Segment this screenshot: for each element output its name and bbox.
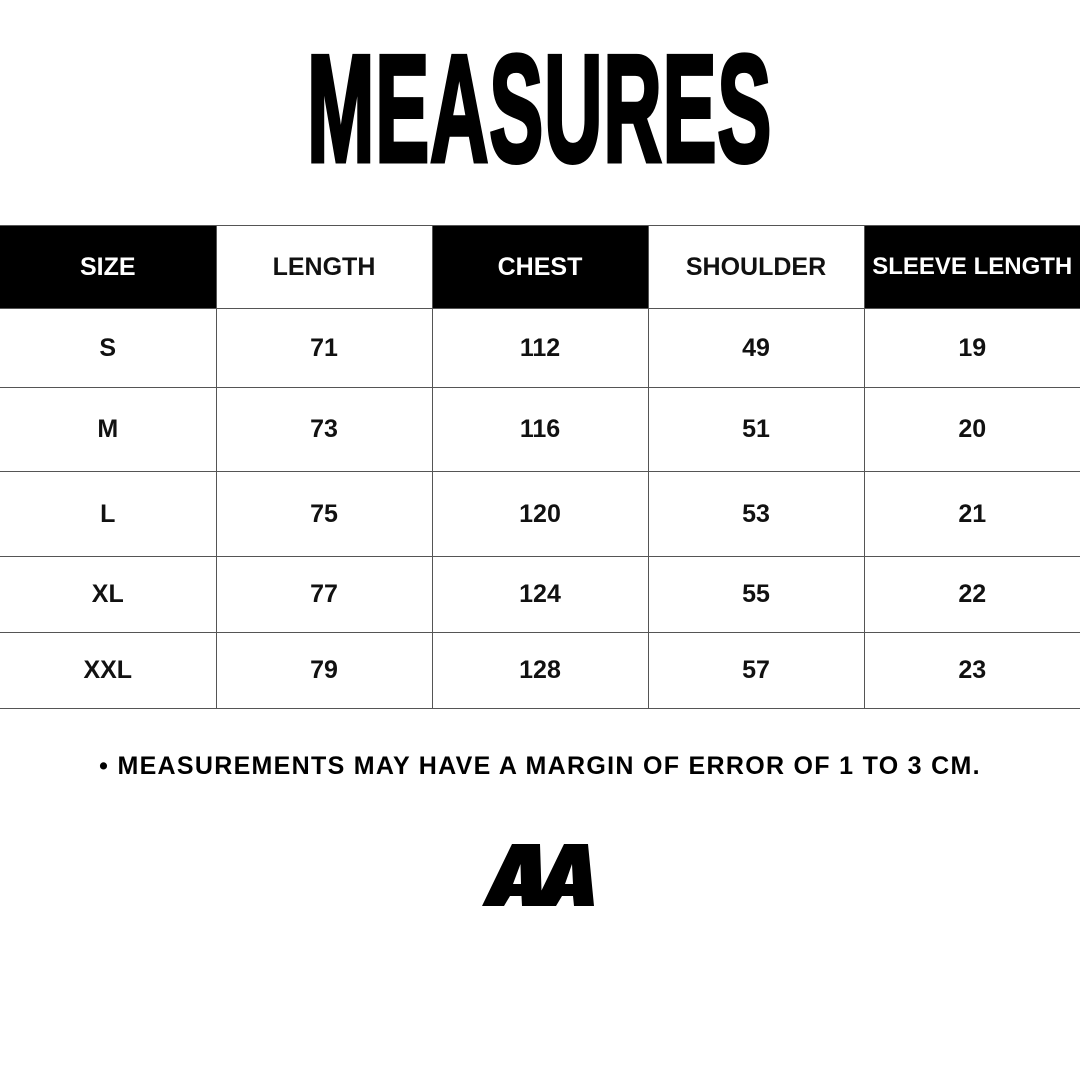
table-cell-sleeve-length: 22 <box>863 556 1080 633</box>
logo-letter-a-2 <box>534 844 594 906</box>
page-title: MEASURES <box>0 24 1080 194</box>
table-header-row: SIZE LENGTH CHEST SHOULDER SLEEVE LENGTH <box>0 225 1080 309</box>
brand-logo <box>482 844 594 906</box>
table-cell-chest: 128 <box>431 632 649 709</box>
table-cell-sleeve-length: 20 <box>863 387 1080 472</box>
size-chart-table: SIZE LENGTH CHEST SHOULDER SLEEVE LENGTH… <box>0 225 1080 709</box>
table-cell-length: 73 <box>215 387 433 472</box>
header-shoulder: SHOULDER <box>647 225 865 309</box>
table-cell-size: L <box>0 471 217 557</box>
logo-letter-a-1 <box>482 844 542 906</box>
table-cell-length: 77 <box>215 556 433 633</box>
table-cell-shoulder: 49 <box>647 308 865 388</box>
header-length: LENGTH <box>215 225 433 309</box>
table-cell-shoulder: 53 <box>647 471 865 557</box>
table-cell-size: M <box>0 387 217 472</box>
table-cell-sleeve-length: 19 <box>863 308 1080 388</box>
header-size: SIZE <box>0 225 217 309</box>
table-cell-length: 75 <box>215 471 433 557</box>
table-row: S 71 112 49 19 <box>0 308 1080 388</box>
table-cell-chest: 120 <box>431 471 649 557</box>
table-cell-shoulder: 57 <box>647 632 865 709</box>
table-row: M 73 116 51 20 <box>0 387 1080 472</box>
table-row: XL 77 124 55 22 <box>0 556 1080 633</box>
table-cell-chest: 112 <box>431 308 649 388</box>
table-row: L 75 120 53 21 <box>0 471 1080 557</box>
table-cell-chest: 124 <box>431 556 649 633</box>
table-cell-size: XL <box>0 556 217 633</box>
table-cell-sleeve-length: 23 <box>863 632 1080 709</box>
measurement-note: • MEASUREMENTS MAY HAVE A MARGIN OF ERRO… <box>99 752 981 780</box>
table-cell-size: XXL <box>0 632 217 709</box>
table-cell-shoulder: 51 <box>647 387 865 472</box>
header-sleeve-length: SLEEVE LENGTH <box>863 225 1080 309</box>
header-chest: CHEST <box>431 225 649 309</box>
table-cell-shoulder: 55 <box>647 556 865 633</box>
table-cell-sleeve-length: 21 <box>863 471 1080 557</box>
page-title-text: MEASURES <box>306 24 773 194</box>
table-cell-size: S <box>0 308 217 388</box>
table-cell-length: 71 <box>215 308 433 388</box>
table-cell-length: 79 <box>215 632 433 709</box>
table-cell-chest: 116 <box>431 387 649 472</box>
table-row: XXL 79 128 57 23 <box>0 632 1080 709</box>
